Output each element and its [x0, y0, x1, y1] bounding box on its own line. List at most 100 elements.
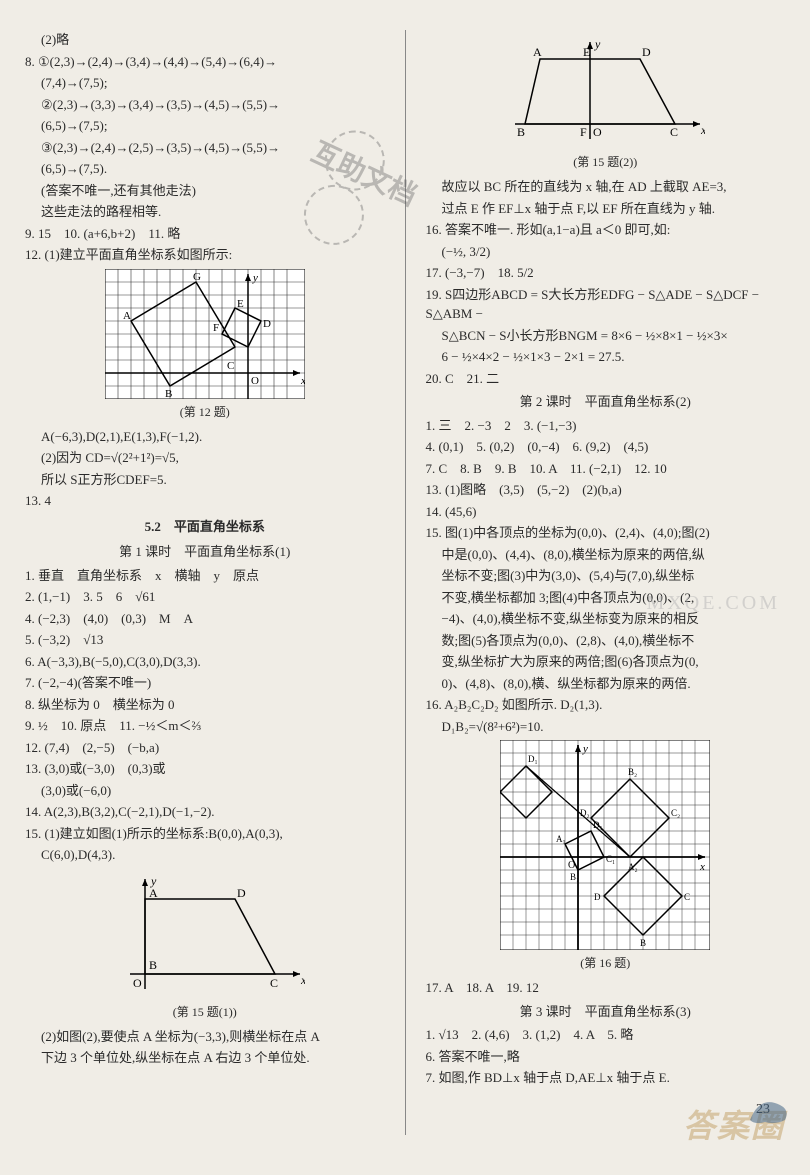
answer-line: D₁B₂=√(8²+6²)=10.: [426, 717, 786, 737]
figure-16: x y O A₁ D₁ C₁ B₁ D₂ A₂ C₂ B₂ D B C: [426, 740, 786, 950]
svg-text:D: D: [237, 886, 246, 900]
text: (2)略: [25, 30, 385, 50]
q13: 13. 4: [25, 491, 385, 511]
answer-line: 14. A(2,3),B(3,2),C(−2,1),D(−1,−2).: [25, 802, 385, 822]
column-divider: [405, 30, 406, 1135]
figure-16-caption: (第 16 题): [426, 954, 786, 972]
section-5-2-title: 5.2 平面直角坐标系: [25, 517, 385, 537]
answer-line: 16. A₂B₂C₂D₂ 如图所示. D₂(1,3).: [426, 695, 786, 715]
svg-text:B₂: B₂: [628, 767, 637, 777]
svg-text:C₁: C₁: [606, 854, 615, 864]
figure-15-2-caption: (第 15 题(2)): [426, 153, 786, 171]
svg-text:B: B: [149, 958, 157, 972]
svg-text:D₂: D₂: [580, 808, 590, 818]
answer-line: 19. S四边形ABCD = S大长方形EDFG − S△ADE − S△DCF…: [426, 285, 786, 324]
svg-text:y: y: [594, 37, 601, 51]
svg-text:D₁: D₁: [528, 754, 538, 764]
svg-text:D: D: [642, 45, 651, 59]
svg-text:O: O: [133, 976, 142, 990]
q8-line: (6,5)→(7,5).: [25, 159, 385, 179]
svg-text:A: A: [533, 45, 542, 59]
figure-12: x y A G E F B D C O: [25, 269, 385, 399]
svg-text:x: x: [300, 973, 305, 987]
sub-5-2-3-title: 第 3 课时 平面直角坐标系(3): [426, 1002, 786, 1022]
answer-line: 20. C 21. 二: [426, 369, 786, 389]
answer-line: (2)如图(2),要使点 A 坐标为(−3,3),则横坐标在点 A: [25, 1027, 385, 1047]
answer-line: (3,0)或(−6,0): [25, 781, 385, 801]
answer-line: 坐标不变;图(3)中为(3,0)、(5,4)与(7,0),纵坐标: [426, 566, 786, 586]
svg-text:B₁: B₁: [570, 872, 579, 882]
figure-15-2: x y A E D B F O C: [426, 34, 786, 149]
answer-line: S△BCN − S小长方形BNGM = 8×6 − ½×8×1 − ½×3×: [426, 326, 786, 346]
svg-text:O: O: [251, 375, 259, 387]
answer-line: 13. (3,0)或(−3,0) (0,3)或: [25, 759, 385, 779]
svg-text:F: F: [213, 322, 219, 334]
q8-line: ②(2,3)→(3,3)→(3,4)→(3,5)→(4,5)→(5,5)→: [25, 95, 385, 115]
svg-text:E: E: [237, 298, 244, 310]
svg-text:y: y: [252, 272, 258, 284]
q8-line: (6,5)→(7,5);: [25, 116, 385, 136]
answer-line: 6. 答案不唯一,略: [426, 1047, 786, 1067]
answer-line: 9. ½ 10. 原点 11. −½＜m＜⅔: [25, 716, 385, 736]
figure-15-1-caption: (第 15 题(1)): [25, 1003, 385, 1021]
svg-text:B: B: [165, 388, 172, 399]
q8-line: ③(2,3)→(2,4)→(2,5)→(3,5)→(4,5)→(5,5)→: [25, 138, 385, 158]
q8-note: 这些走法的路程相等.: [25, 202, 385, 222]
svg-text:x: x: [300, 375, 305, 387]
q9-line: 9. 15 10. (a+6,b+2) 11. 略: [25, 224, 385, 244]
answer-line: 过点 E 作 EF⊥x 轴于点 F,以 EF 所在直线为 y 轴.: [426, 199, 786, 219]
svg-text:A₁: A₁: [556, 834, 566, 844]
answer-line: 数;图(5)各顶点为(0,0)、(2,8)、(4,0),横坐标不: [426, 631, 786, 651]
answer-line: (−½, 3/2): [426, 242, 786, 262]
grid-chart-16: x y O A₁ D₁ C₁ B₁ D₂ A₂ C₂ B₂ D B C: [500, 740, 710, 950]
q12-l2a: (2)因为 CD=√(2²+1²)=√5,: [25, 448, 385, 468]
answer-line: 7. (−2,−4)(答案不唯一): [25, 673, 385, 693]
q12-l2b: 所以 S正方形CDEF=5.: [25, 470, 385, 490]
answer-line: 7. C 8. B 9. B 10. A 11. (−2,1) 12. 10: [426, 459, 786, 479]
answer-line: 1. √13 2. (4,6) 3. (1,2) 4. A 5. 略: [426, 1025, 786, 1045]
answer-line: 4. (0,1) 5. (0,2) (0,−4) 6. (9,2) (4,5): [426, 437, 786, 457]
svg-text:x: x: [700, 123, 705, 137]
answer-line: 12. (7,4) (2,−5) (−b,a): [25, 738, 385, 758]
svg-text:A: A: [123, 310, 131, 322]
trapezoid-chart: x y A D B C O: [105, 869, 305, 999]
q12-line: 12. (1)建立平面直角坐标系如图所示:: [25, 245, 385, 265]
svg-text:B: B: [640, 938, 646, 948]
answer-line: 4. (−2,3) (4,0) (0,3) M A: [25, 609, 385, 629]
svg-text:A: A: [149, 886, 158, 900]
q12-points: A(−6,3),D(2,1),E(1,3),F(−1,2).: [25, 427, 385, 447]
answer-line: 7. 如图,作 BD⊥x 轴于点 D,AE⊥x 轴于点 E.: [426, 1068, 786, 1088]
svg-text:y: y: [582, 743, 588, 755]
grid-chart: x y A G E F B D C O: [105, 269, 305, 399]
answer-line: 16. 答案不唯一. 形如(a,1−a)且 a＜0 即可,如:: [426, 220, 786, 240]
svg-text:F: F: [580, 125, 587, 139]
svg-text:D: D: [594, 892, 601, 902]
figure-12-caption: (第 12 题): [25, 403, 385, 421]
answer-line: 2. (1,−1) 3. 5 6 √61: [25, 587, 385, 607]
answer-line: 15. (1)建立如图(1)所示的坐标系:B(0,0),A(0,3),: [25, 824, 385, 844]
answer-line: 变,纵坐标扩大为原来的两倍;图(6)各顶点为(0,: [426, 652, 786, 672]
right-column: x y A E D B F O C (第 15 题(2)) 故应以 BC 所在的…: [426, 30, 786, 1135]
svg-text:C: C: [270, 976, 278, 990]
q8-note: (答案不唯一,还有其他走法): [25, 181, 385, 201]
sub-5-2-2-title: 第 2 课时 平面直角坐标系(2): [426, 392, 786, 412]
answer-line: 1. 三 2. −3 2 3. (−1,−3): [426, 416, 786, 436]
answer-line: 1. 垂直 直角坐标系 x 横轴 y 原点: [25, 566, 385, 586]
svg-text:C: C: [227, 360, 234, 372]
answer-line: 5. (−3,2) √13: [25, 630, 385, 650]
svg-text:G: G: [193, 271, 201, 283]
answer-line: 17. (−3,−7) 18. 5/2: [426, 263, 786, 283]
answer-line: 中是(0,0)、(4,4)、(8,0),横坐标为原来的两倍,纵: [426, 545, 786, 565]
answer-line: 15. 图(1)中各顶点的坐标为(0,0)、(2,4)、(4,0);图(2): [426, 523, 786, 543]
left-column: (2)略 8. ①(2,3)→(2,4)→(3,4)→(4,4)→(5,4)→(…: [25, 30, 385, 1135]
svg-text:B: B: [517, 125, 525, 139]
svg-text:E: E: [583, 45, 590, 59]
answer-line: 8. 纵坐标为 0 横坐标为 0: [25, 695, 385, 715]
site-watermark: MXQE.COM: [647, 588, 780, 618]
page-container: (2)略 8. ①(2,3)→(2,4)→(3,4)→(4,4)→(5,4)→(…: [25, 30, 785, 1135]
answer-line: 0)、(4,8)、(8,0),横、纵坐标都为原来的两倍.: [426, 674, 786, 694]
svg-text:D: D: [263, 318, 271, 330]
q8-line: (7,4)→(7,5);: [25, 73, 385, 93]
svg-text:C: C: [684, 892, 690, 902]
answer-line: 下边 3 个单位处,纵坐标在点 A 右边 3 个单位处.: [25, 1048, 385, 1068]
